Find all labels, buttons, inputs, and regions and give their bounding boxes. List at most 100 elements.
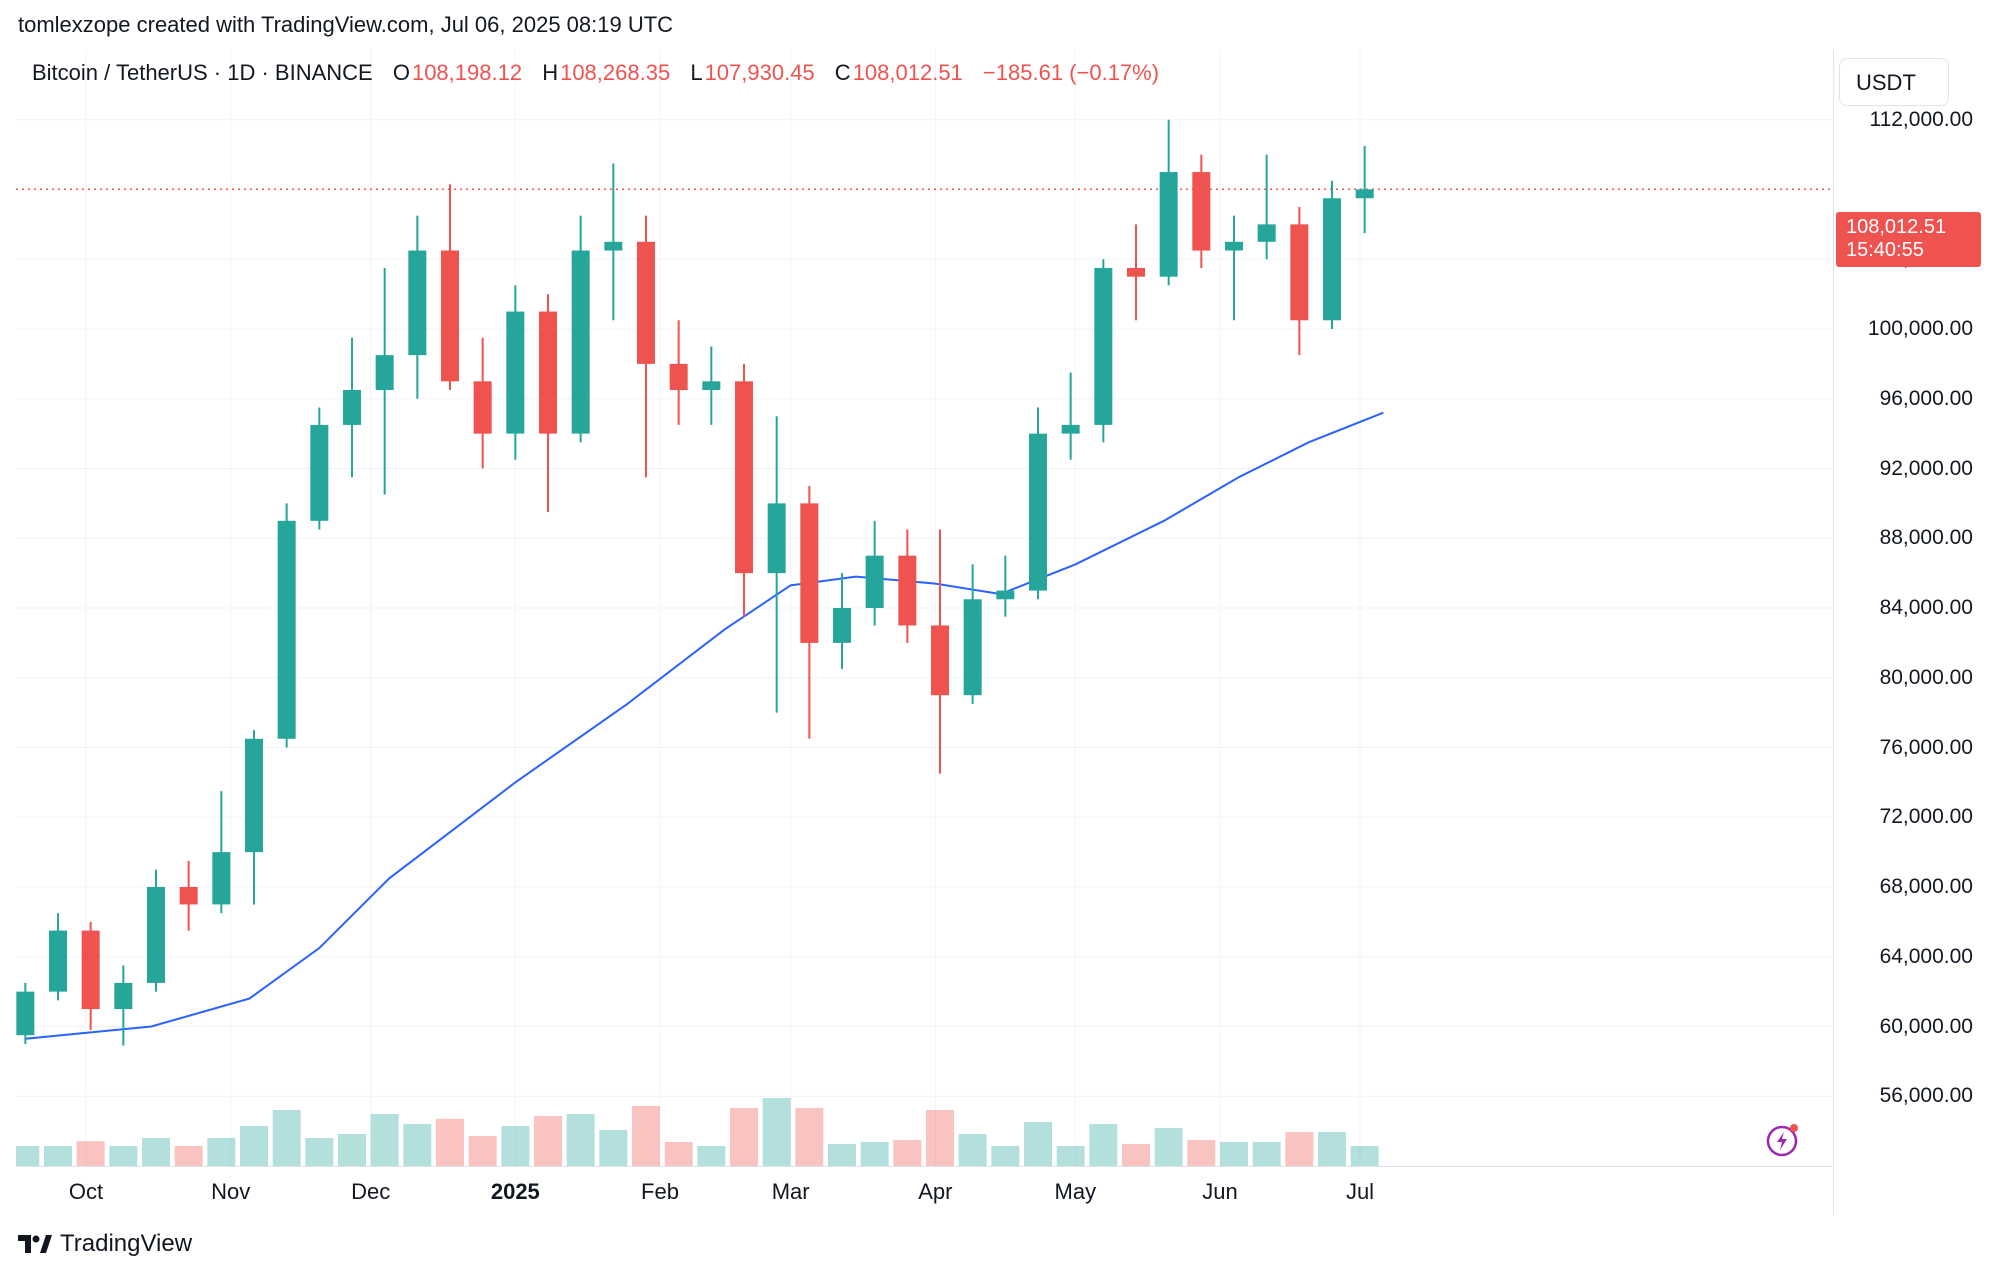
candle-body (1159, 172, 1178, 277)
volume-bar (534, 1116, 562, 1166)
volume-bar (468, 1136, 497, 1166)
volume-bar (207, 1138, 236, 1166)
price-tick-label: 88,000.00 (1879, 526, 1973, 550)
volume-bar (1089, 1124, 1118, 1166)
candle-body (1257, 224, 1276, 242)
candle-body (1290, 224, 1309, 321)
candle-body (212, 852, 231, 905)
volume-bar (1252, 1142, 1281, 1166)
high-value: 108,268.35 (560, 60, 671, 85)
close-label: C (834, 60, 851, 85)
candle-body (571, 250, 590, 434)
symbol-title[interactable]: Bitcoin / TetherUS · 1D · BINANCE (32, 60, 373, 85)
candle-body (81, 930, 100, 1010)
candle-body (669, 363, 688, 391)
price-tick-label: 68,000.00 (1879, 875, 1973, 898)
lightning-icon[interactable] (1766, 1123, 1800, 1157)
candle-body (310, 424, 329, 521)
candle-body (637, 241, 655, 364)
open-value: 108,198.12 (411, 60, 523, 85)
candle-body (931, 625, 949, 696)
volume-bar (44, 1146, 72, 1166)
volume-bar (730, 1108, 758, 1166)
price-tick-label: 64,000.00 (1879, 944, 1973, 968)
volume-bar (436, 1118, 464, 1166)
volume-bar (664, 1142, 693, 1166)
volume-bar (1154, 1128, 1183, 1166)
currency-button[interactable]: USDT (1839, 58, 1949, 106)
time-tick-label: Jul (1345, 1179, 1375, 1204)
chart-svg[interactable] (16, 50, 1832, 1166)
candle-body (800, 503, 819, 643)
volume-bar (1024, 1122, 1052, 1166)
last-price: 108,012.51 (1846, 216, 1947, 238)
chart-attribution: tomlexzope created with TradingView.com,… (18, 12, 674, 37)
price-tick-label: 100,000.00 (1867, 317, 1973, 340)
candle-body (16, 991, 35, 1036)
footer-brand-text: TradingView (60, 1230, 193, 1257)
price-tick-label: 96,000.00 (1879, 386, 1973, 410)
volume-bar (305, 1138, 334, 1166)
change-value: −185.61 (−0.17%) (982, 60, 1160, 85)
volume-bar (174, 1146, 203, 1166)
candle-body (277, 520, 296, 739)
price-tick-label: 80,000.00 (1879, 665, 1973, 689)
volume-bar (142, 1138, 170, 1166)
volume-bar (1350, 1146, 1379, 1166)
time-tick-label: Mar (771, 1179, 810, 1204)
volume-bar (762, 1098, 791, 1166)
bar-countdown: 15:40:55 (1846, 239, 1924, 261)
time-axis[interactable]: Oct Nov Dec 2025 Feb Mar Apr May Jun Jul (16, 1166, 1832, 1215)
volume-bar (926, 1110, 954, 1166)
low-value: 107,930.45 (704, 60, 815, 85)
volume-bar (632, 1106, 660, 1166)
price-pane[interactable]: Bitcoin / TetherUS · 1D · BINANCE O108,1… (16, 50, 1832, 1215)
price-tick-label: 72,000.00 (1879, 805, 1973, 829)
time-tick-label: Feb (641, 1179, 679, 1204)
open-label: O (392, 60, 410, 85)
candle-body (408, 250, 427, 356)
candle-body (539, 311, 557, 434)
volume-bar (1318, 1132, 1346, 1166)
candle-body (506, 311, 525, 434)
candle-body (735, 381, 753, 574)
candle-body (604, 241, 623, 251)
volume-bar (991, 1146, 1020, 1166)
candle-body (1127, 267, 1145, 277)
candle-body (1061, 424, 1080, 434)
candle-body (898, 555, 917, 626)
volume-bar (403, 1124, 432, 1166)
volume-bar (1285, 1132, 1314, 1166)
time-tick-label: Jun (1202, 1179, 1238, 1204)
volume-bar (370, 1114, 399, 1166)
candle-body (702, 381, 721, 391)
last-price-tag: 108,012.51 15:40:55 (1836, 212, 1981, 267)
time-tick-label: Oct (68, 1179, 104, 1204)
time-tick-label: Apr (918, 1179, 953, 1204)
volume-bar (893, 1140, 922, 1166)
price-tick-label: 92,000.00 (1879, 456, 1973, 480)
price-tick-label: 84,000.00 (1879, 596, 1973, 619)
volume-bar (1187, 1140, 1216, 1166)
volume-bar (566, 1114, 595, 1166)
candle-body (1225, 241, 1243, 251)
volume-bar (272, 1110, 301, 1166)
candle-body (767, 503, 786, 574)
candle-body (996, 590, 1015, 600)
candle-body (833, 608, 851, 643)
candle-body (114, 982, 133, 1010)
volume-bar (958, 1134, 987, 1166)
time-tick-label: Dec (351, 1179, 391, 1204)
close-value: 108,012.51 (852, 60, 963, 85)
price-tick-label: 60,000.00 (1879, 1014, 1973, 1038)
volume-bar (338, 1134, 366, 1166)
candle-body (343, 390, 361, 425)
low-label: L (690, 60, 703, 85)
volume-bar (1220, 1142, 1248, 1166)
volume-bar (1056, 1146, 1085, 1166)
volume-bar (501, 1126, 530, 1166)
volume-bar (697, 1146, 726, 1166)
candle-body (473, 381, 492, 434)
candle-body (1192, 172, 1211, 251)
candle-body (49, 930, 67, 992)
